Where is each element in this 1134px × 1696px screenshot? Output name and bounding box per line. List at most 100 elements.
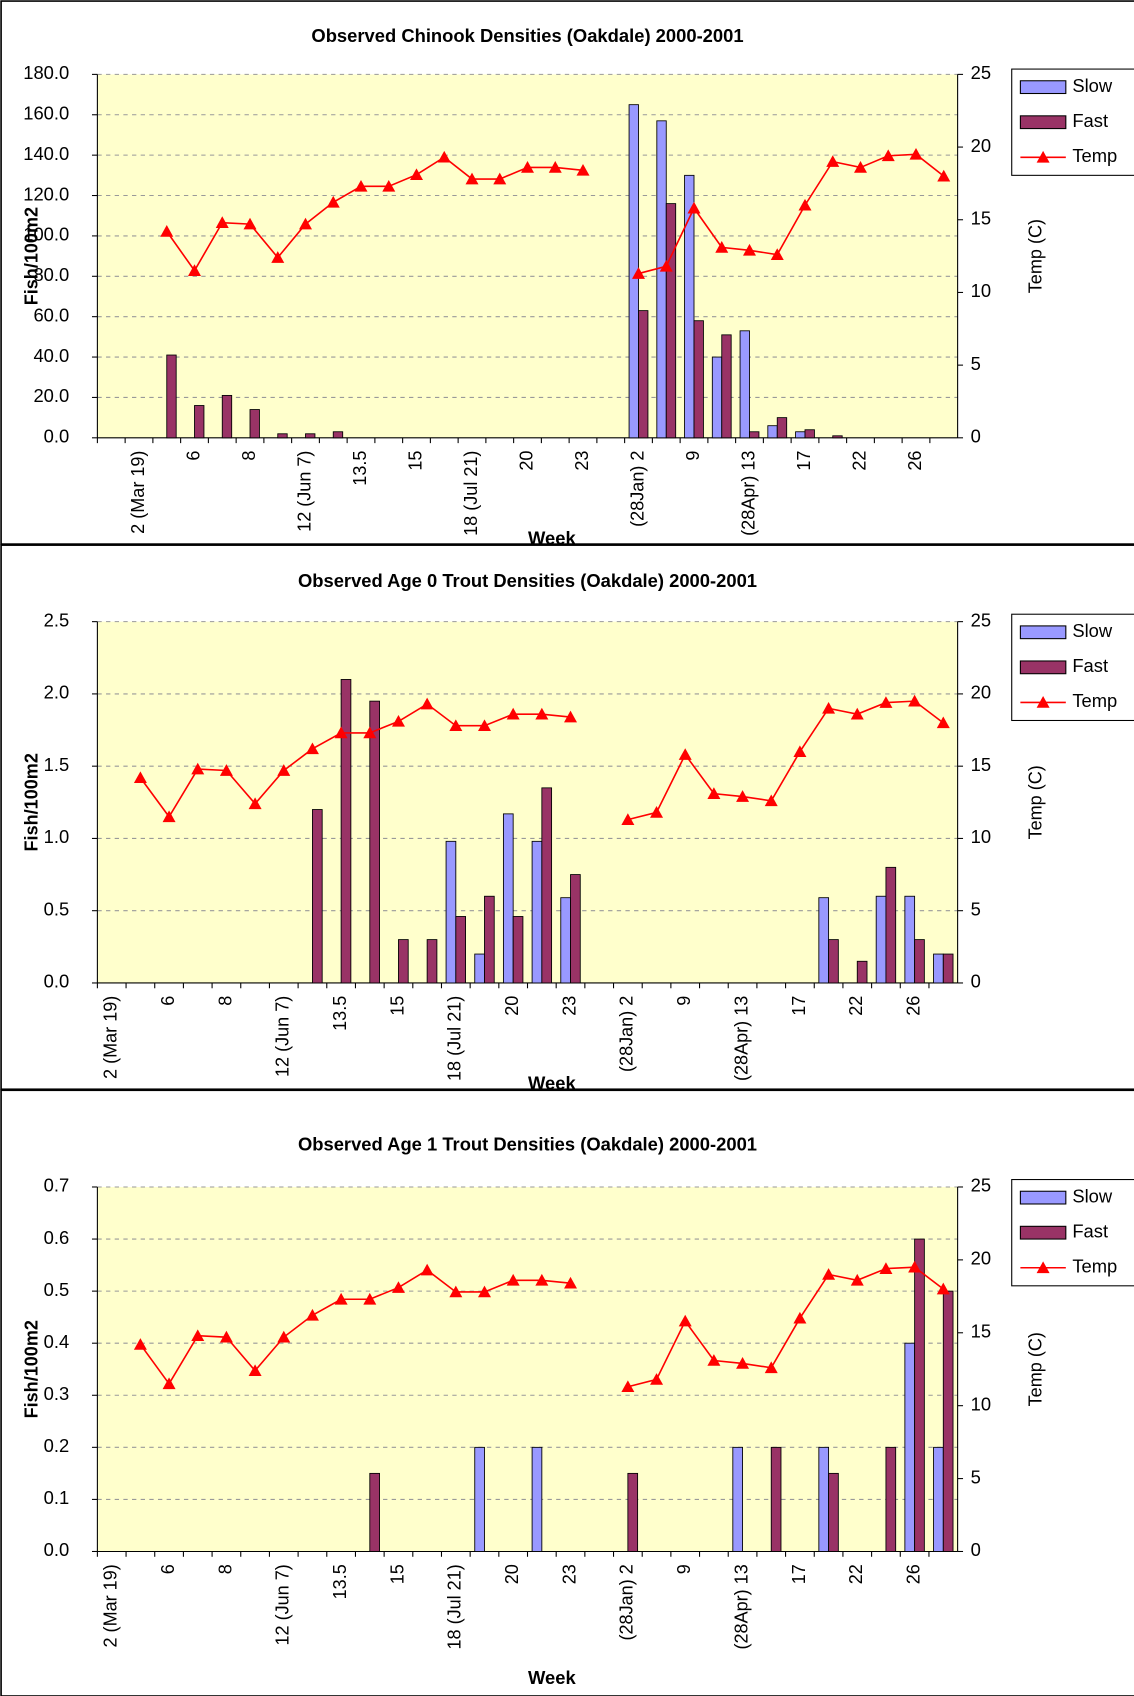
bar — [638, 310, 649, 439]
bar — [933, 953, 944, 984]
x-tick-label: 2 (Mar 19) — [99, 996, 120, 1079]
bar — [541, 787, 553, 984]
temp-marker — [248, 1364, 262, 1377]
x-tick-label: 8 — [238, 451, 259, 461]
legend-label: Slow — [1072, 75, 1113, 96]
y-tick-label: 80.0 — [33, 264, 69, 285]
temp-marker — [391, 1281, 405, 1293]
y2-tick-label: 5 — [971, 899, 981, 920]
chart-title: Observed Age 0 Trout Densities (Oakdale)… — [298, 570, 757, 591]
bar — [804, 429, 815, 439]
bar — [885, 866, 897, 984]
bar — [770, 1446, 782, 1552]
temp-marker — [506, 1273, 520, 1286]
temp-line — [166, 153, 945, 275]
temp-marker — [305, 1308, 319, 1321]
y-tick-label: 120.0 — [23, 183, 69, 204]
bar — [627, 1472, 639, 1552]
bar — [665, 203, 677, 439]
bar — [914, 939, 925, 984]
temp-line — [139, 700, 944, 821]
temp-marker — [382, 179, 396, 192]
bar — [484, 895, 495, 984]
x-tick-label: 6 — [182, 451, 203, 461]
legend-marker — [1036, 150, 1050, 163]
y2-tick-label: 20 — [971, 682, 991, 703]
temp-marker — [632, 267, 645, 279]
temp-marker — [449, 1285, 463, 1298]
temp-marker — [191, 1329, 205, 1342]
x-tick-label: 22 — [845, 1564, 866, 1584]
bar — [305, 433, 316, 439]
bar — [684, 174, 695, 439]
y-tick-label: 160.0 — [23, 103, 69, 124]
x-tick-label: 15 — [404, 451, 425, 471]
y-tick-label: 0.0 — [44, 426, 70, 447]
x-tick-label: 2 (Mar 19) — [127, 451, 148, 534]
bar — [711, 356, 723, 439]
x-tick-label: (28Jan) 2 — [626, 451, 647, 527]
bar — [166, 354, 177, 439]
temp-marker — [305, 742, 319, 755]
x-tick-label: 13.5 — [349, 451, 370, 486]
temp-marker — [850, 707, 864, 720]
x-tick-label: 18 (Jul 21) — [460, 451, 481, 536]
temp-marker — [576, 163, 590, 176]
x-tick-label: 13.5 — [329, 996, 350, 1031]
bar — [795, 431, 806, 439]
temp-marker — [437, 150, 451, 163]
temp-marker — [277, 764, 291, 776]
y-tick-label: 0.5 — [44, 899, 70, 920]
temp-marker — [936, 1282, 950, 1295]
temp-marker — [535, 707, 549, 720]
bar — [455, 916, 467, 984]
temp-marker — [521, 161, 534, 173]
temp-marker — [854, 161, 867, 173]
temp-marker — [715, 241, 729, 253]
temp-marker — [219, 1330, 233, 1343]
plot-area — [97, 1186, 958, 1552]
x-tick-label: 17 — [793, 451, 814, 471]
y-tick-label: 0.4 — [44, 1331, 70, 1352]
temp-marker — [354, 179, 368, 192]
x-tick-label: 9 — [673, 996, 694, 1006]
legend-swatch — [1019, 1190, 1067, 1205]
x-tick-label: 13.5 — [329, 1564, 350, 1599]
x-tick-label: 6 — [157, 1564, 178, 1574]
temp-marker — [879, 1262, 893, 1274]
x-tick-label: 12 (Jun 7) — [271, 1564, 292, 1645]
x-tick-label: 8 — [214, 996, 235, 1006]
temp-marker — [822, 701, 836, 714]
temp-marker — [707, 787, 721, 799]
temp-marker — [936, 716, 950, 729]
bar — [828, 939, 839, 984]
temp-marker — [363, 1292, 377, 1305]
x-tick-label: 20 — [501, 1564, 522, 1584]
temp-marker — [248, 797, 262, 810]
temp-marker — [678, 748, 692, 760]
temp-marker — [277, 1330, 291, 1343]
x-tick-label: 26 — [904, 451, 925, 471]
x-tick-label: 15 — [386, 1564, 407, 1584]
bar — [531, 840, 543, 984]
y2-axis-label: Temp (C) — [1024, 765, 1045, 839]
temp-marker — [650, 1373, 664, 1385]
y2-tick-label: 10 — [971, 1394, 991, 1415]
temp-marker — [188, 264, 202, 276]
x-tick-label: 2 (Mar 19) — [99, 1564, 120, 1647]
x-tick-label: 15 — [386, 996, 407, 1016]
temp-marker — [798, 198, 812, 211]
y2-axis-label: Temp (C) — [1024, 1332, 1045, 1406]
bar — [885, 1446, 897, 1552]
y-tick-label: 140.0 — [23, 143, 69, 164]
y2-tick-label: 20 — [971, 1248, 991, 1269]
legend-label: Fast — [1072, 655, 1108, 676]
bar — [933, 1446, 944, 1552]
y2-tick-label: 15 — [971, 1321, 991, 1342]
y-axis-label: Fish/100m2 — [20, 1320, 41, 1418]
y-tick-label: 40.0 — [33, 345, 69, 366]
bar — [502, 813, 514, 984]
x-tick-label: (28Apr) 13 — [730, 996, 751, 1081]
x-tick-label: 20 — [515, 451, 536, 471]
